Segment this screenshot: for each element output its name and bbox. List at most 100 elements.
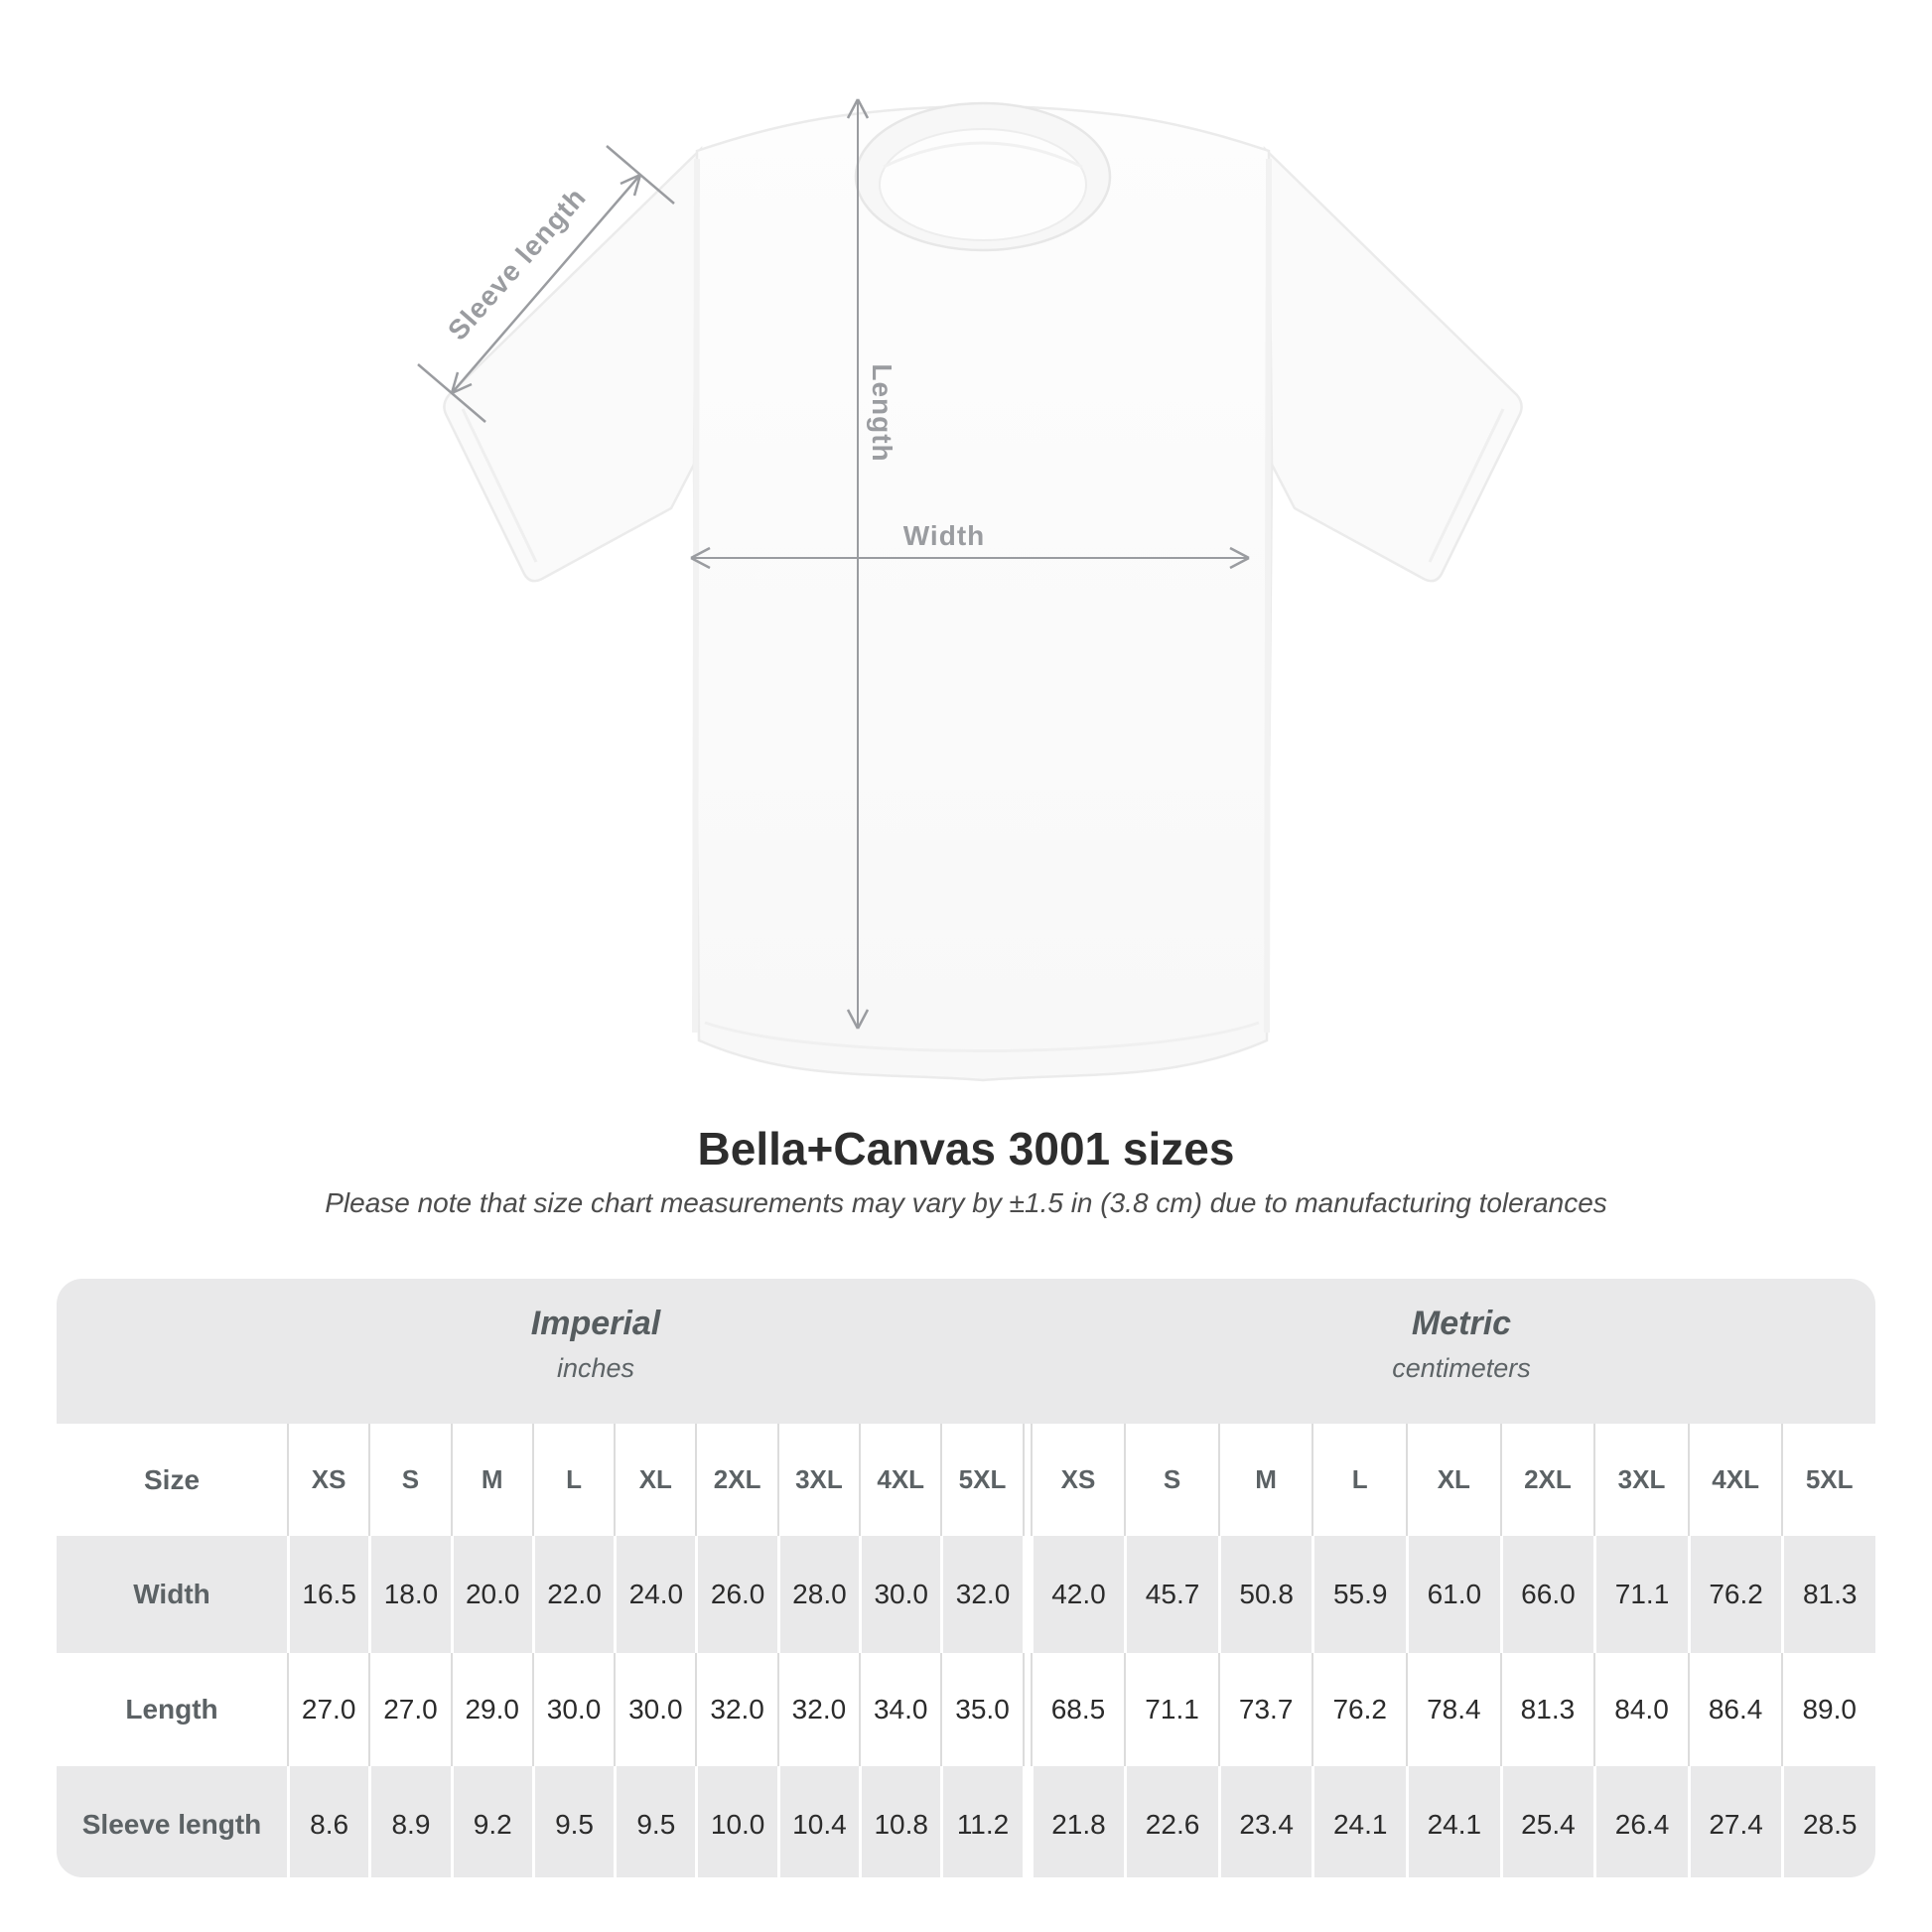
measure-row-width-imperial-6: 28.0 xyxy=(776,1536,860,1653)
imperial-section-header: Imperial inches xyxy=(347,1279,844,1424)
measure-row-width-metric-1-text: 45.7 xyxy=(1145,1579,1200,1609)
shirt-body xyxy=(692,104,1274,1082)
measure-row-sleeve-length-metric-8: 28.5 xyxy=(1781,1766,1875,1877)
measure-row-width-metric-8-text: 81.3 xyxy=(1802,1579,1858,1609)
measure-row-sleeve-length-imperial-5: 10.0 xyxy=(695,1766,777,1877)
measure-row-width-imperial-5: 26.0 xyxy=(695,1536,777,1653)
imperial-unit-label: inches xyxy=(556,1353,635,1383)
size-header-row-metric-2: M xyxy=(1217,1424,1312,1536)
size-header-row-section-gap xyxy=(1022,1424,1031,1536)
width-arrow xyxy=(690,546,1250,570)
measure-row-width-label: Width xyxy=(57,1536,287,1653)
size-header-row-imperial-3: L xyxy=(531,1424,615,1536)
measure-row-length-metric-2: 73.7 xyxy=(1217,1653,1312,1766)
measure-row-width-imperial-4-text: 24.0 xyxy=(628,1579,684,1609)
measure-row-length-imperial-8-text: 35.0 xyxy=(955,1694,1010,1725)
measure-row-length-section-gap xyxy=(1022,1653,1031,1766)
measure-row-length-metric-3: 76.2 xyxy=(1311,1653,1407,1766)
measure-row-sleeve-length-metric-0-text: 21.8 xyxy=(1051,1809,1106,1840)
measure-row-width-imperial-7-text: 30.0 xyxy=(874,1579,928,1609)
measure-row-sleeve-length-metric-0: 21.8 xyxy=(1030,1766,1125,1877)
page-subtitle: Please note that size chart measurements… xyxy=(325,1187,1607,1218)
measure-row-length-imperial-1-text: 27.0 xyxy=(383,1694,438,1725)
measure-row-width-imperial-5-text: 26.0 xyxy=(710,1579,765,1609)
size-header-row-imperial-7: 4XL xyxy=(859,1424,941,1536)
measure-row-sleeve-length-metric-5: 25.4 xyxy=(1499,1766,1594,1877)
size-header-row-imperial-7-text: 4XL xyxy=(877,1464,925,1494)
measure-row-length-metric-3-text: 76.2 xyxy=(1332,1694,1387,1725)
dimension-arrows xyxy=(417,98,1250,1030)
measure-row-width-imperial-0: 16.5 xyxy=(287,1536,369,1653)
size-header-row-imperial-5-text: 2XL xyxy=(713,1464,761,1494)
size-header-row-metric-6: 3XL xyxy=(1593,1424,1688,1536)
measure-row-sleeve-length-imperial-0-text: 8.6 xyxy=(310,1809,349,1840)
measure-row-sleeve-length-metric-7-text: 27.4 xyxy=(1709,1809,1763,1840)
measure-row-length-imperial-4: 30.0 xyxy=(614,1653,696,1766)
measure-row-length-metric-0: 68.5 xyxy=(1030,1653,1125,1766)
measure-row-width: Width 16.5 18.0 20.0 22.0 24.0 26.0 28.0 30.0 32.… xyxy=(57,1536,1875,1653)
size-header-row-imperial-2: M xyxy=(450,1424,532,1536)
measure-row-width-metric-8: 81.3 xyxy=(1781,1536,1875,1653)
measure-row-width-imperial-8-text: 32.0 xyxy=(955,1579,1011,1609)
measure-row-width-imperial-6-text: 28.0 xyxy=(792,1579,847,1609)
measure-row-width-metric-6-text: 71.1 xyxy=(1614,1579,1670,1609)
size-table-card: Imperial inches Metric centimeters Size X… xyxy=(57,1279,1875,1877)
measure-row-sleeve-length-imperial-1: 8.9 xyxy=(368,1766,451,1877)
measure-row-sleeve-length-imperial-2: 9.2 xyxy=(450,1766,532,1877)
measure-row-sleeve-length-metric-2-text: 23.4 xyxy=(1239,1809,1294,1840)
size-header-row-imperial-4: XL xyxy=(614,1424,696,1536)
measure-row-width-imperial-7: 30.0 xyxy=(859,1536,941,1653)
measure-row-length-imperial-6: 32.0 xyxy=(776,1653,860,1766)
measure-row-length-metric-8: 89.0 xyxy=(1781,1653,1875,1766)
measure-row-length-imperial-4-text: 30.0 xyxy=(628,1694,683,1725)
size-header-row-metric-8-text: 5XL xyxy=(1805,1464,1854,1494)
measure-row-sleeve-length-metric-5-text: 25.4 xyxy=(1521,1809,1576,1840)
measure-row-length-metric-6: 84.0 xyxy=(1593,1653,1688,1766)
measure-row-width-metric-6: 71.1 xyxy=(1593,1536,1688,1653)
measure-row-width-metric-1: 45.7 xyxy=(1124,1536,1218,1653)
measure-row-width-metric-2-text: 50.8 xyxy=(1239,1579,1294,1609)
measure-row-sleeve-length-label: Sleeve length xyxy=(57,1766,287,1877)
measure-row-sleeve-length-imperial-3-text: 9.5 xyxy=(555,1809,594,1840)
measure-row-sleeve-length-imperial-7-text: 10.8 xyxy=(874,1809,928,1840)
measure-row-width-metric-0: 42.0 xyxy=(1030,1536,1125,1653)
measure-row-sleeve-length-section-gap xyxy=(1022,1766,1031,1877)
size-header-row-imperial-6: 3XL xyxy=(776,1424,860,1536)
size-header-row-imperial-2-text: M xyxy=(481,1464,503,1494)
measure-row-length-metric-1: 71.1 xyxy=(1124,1653,1218,1766)
size-table: Size XS S M L XL 2XL 3XL 4XL 5XL XS S M L XL 2XL 3XL 4XL 5… xyxy=(57,1424,1875,1877)
measure-row-sleeve-length-metric-6: 26.4 xyxy=(1593,1766,1688,1877)
size-header-row-metric-3-text: L xyxy=(1351,1464,1368,1494)
measure-row-sleeve-length-metric-8-text: 28.5 xyxy=(1802,1809,1858,1840)
measure-row-sleeve-length-imperial-1-text: 8.9 xyxy=(391,1809,431,1840)
measure-row-sleeve-length-metric-4-text: 24.1 xyxy=(1427,1809,1482,1840)
sleeve-length-arrow xyxy=(417,145,675,423)
length-arrow xyxy=(846,98,870,1030)
metric-label: Metric xyxy=(1411,1305,1512,1342)
measure-row-sleeve-length: Sleeve length 8.6 8.9 9.2 9.5 9.5 10.0 10.4 10.8… xyxy=(57,1766,1875,1877)
left-sleeve xyxy=(443,145,703,583)
measure-row-length-imperial-2-text: 29.0 xyxy=(465,1694,519,1725)
measure-row-width-metric-3-text: 55.9 xyxy=(1332,1579,1388,1609)
size-header-row-metric-8: 5XL xyxy=(1781,1424,1875,1536)
measure-row-width-metric-5-text: 66.0 xyxy=(1521,1579,1576,1609)
measure-row-width-imperial-1: 18.0 xyxy=(368,1536,451,1653)
size-header-row-imperial-6-text: 3XL xyxy=(795,1464,843,1494)
measure-row-width-imperial-4: 24.0 xyxy=(614,1536,696,1653)
measure-row-sleeve-length-imperial-6-text: 10.4 xyxy=(792,1809,847,1840)
measure-row-width-metric-5: 66.0 xyxy=(1499,1536,1594,1653)
measure-row-length-imperial-7: 34.0 xyxy=(859,1653,941,1766)
size-header-row-metric-4-text: XL xyxy=(1437,1464,1470,1494)
right-sleeve xyxy=(1263,145,1523,583)
measure-row-length-imperial-7-text: 34.0 xyxy=(873,1694,928,1725)
measure-row-length-metric-6-text: 84.0 xyxy=(1614,1694,1669,1725)
measure-row-sleeve-length-label-text: Sleeve length xyxy=(81,1809,262,1840)
size-header-row-metric-4: XL xyxy=(1406,1424,1500,1536)
measure-row-width-metric-7-text: 76.2 xyxy=(1709,1579,1763,1609)
size-header-row-metric-3: L xyxy=(1311,1424,1407,1536)
tshirt-illustration xyxy=(417,98,1523,1082)
measure-row-sleeve-length-metric-3-text: 24.1 xyxy=(1332,1809,1388,1840)
measure-row-length-imperial-3-text: 30.0 xyxy=(546,1694,602,1725)
measure-row-sleeve-length-imperial-3: 9.5 xyxy=(531,1766,615,1877)
